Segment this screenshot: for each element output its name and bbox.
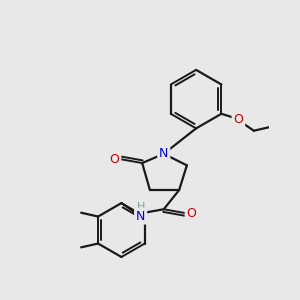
Text: H: H (136, 202, 145, 212)
Text: O: O (110, 153, 119, 166)
Text: N: N (136, 210, 145, 223)
Text: O: O (187, 207, 196, 220)
Text: O: O (233, 113, 243, 126)
Text: N: N (159, 147, 168, 160)
